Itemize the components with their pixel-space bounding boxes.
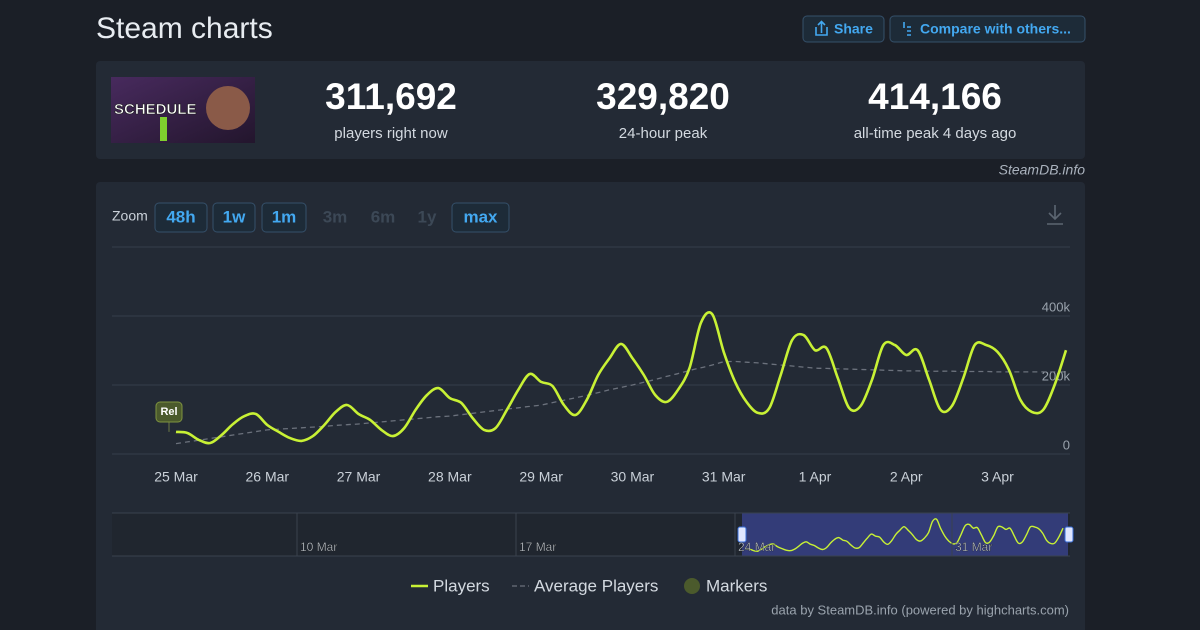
stat-value: 414,166: [868, 76, 1002, 117]
zoom-button[interactable]: max: [451, 202, 510, 233]
compare-button-frame[interactable]: [889, 15, 1086, 43]
zoom-button-label: 3m: [323, 207, 348, 226]
legend-item[interactable]: Markers: [684, 576, 767, 595]
zoom-button-label[interactable]: 1m: [272, 207, 297, 226]
marker-flag: [155, 401, 183, 423]
zoom-button-label[interactable]: 48h: [166, 207, 195, 226]
zoom-button[interactable]: 1w: [212, 202, 256, 233]
source-label: SteamDB.info: [999, 162, 1086, 178]
legend-marker-swatch[interactable]: [684, 578, 700, 594]
zoom-button-frame[interactable]: [451, 202, 510, 233]
share-icon: [815, 20, 828, 36]
chart-panel: [96, 182, 1085, 630]
zoom-button-label[interactable]: 1w: [223, 207, 246, 226]
y-tick-label: 400k: [1042, 299, 1071, 314]
zoom-button[interactable]: 1m: [261, 202, 307, 233]
share-button[interactable]: Share: [802, 15, 885, 43]
compare-button[interactable]: Compare with others...: [889, 15, 1086, 43]
thumbnail-character: [206, 86, 250, 130]
zoom-button-frame[interactable]: [261, 202, 307, 233]
navigator-handle-left[interactable]: [737, 526, 747, 543]
navigator-label: 17 Mar: [519, 540, 556, 554]
compare-label[interactable]: Compare with others...: [920, 21, 1071, 37]
stat-value: 329,820: [596, 76, 730, 117]
x-tick-label: 26 Mar: [245, 469, 289, 485]
zoom-button-frame[interactable]: [154, 202, 208, 233]
zoom-label: Zoom: [112, 208, 148, 224]
zoom-button-frame[interactable]: [212, 202, 256, 233]
series-line: [175, 360, 1066, 445]
legend-item[interactable]: Average Players: [512, 576, 658, 595]
x-tick-label: 25 Mar: [154, 469, 198, 485]
x-tick-label: 27 Mar: [337, 469, 381, 485]
legend-label[interactable]: Players: [433, 576, 490, 595]
game-thumbnail: SCHEDULE: [111, 77, 255, 143]
zoom-button-label: 1y: [418, 207, 437, 226]
zoom-button: 1y: [418, 207, 437, 226]
zoom-button: 6m: [371, 207, 396, 226]
download-icon[interactable]: [1047, 205, 1063, 225]
summary-panel: [96, 61, 1085, 159]
x-tick-label: 30 Mar: [611, 469, 655, 485]
legend-label[interactable]: Average Players: [534, 576, 658, 595]
share-label[interactable]: Share: [834, 21, 873, 37]
navigator-label: 24 Mar: [738, 540, 775, 554]
marker-label: Rel: [160, 406, 177, 418]
thumbnail-text: SCHEDULE: [114, 101, 197, 118]
zoom-button-label[interactable]: max: [463, 207, 498, 226]
thumbnail-pillar: [160, 117, 167, 141]
zoom-button-label: 6m: [371, 207, 396, 226]
zoom-button[interactable]: 48h: [154, 202, 208, 233]
series-line: [175, 311, 1068, 445]
navigator-handle-right[interactable]: [1064, 526, 1074, 543]
x-tick-label: 28 Mar: [428, 469, 472, 485]
navigator-line: [744, 518, 1064, 553]
navigator-label: 10 Mar: [300, 540, 337, 554]
navigator-label: 31 Mar: [955, 540, 992, 554]
stat-label: 24-hour peak: [619, 125, 708, 142]
x-tick-label: 1 Apr: [799, 469, 832, 485]
stat-label: players right now: [334, 125, 448, 142]
y-tick-label: 0: [1063, 437, 1070, 452]
credits[interactable]: data by SteamDB.info (powered by highcha…: [771, 602, 1069, 617]
legend-label[interactable]: Markers: [706, 576, 767, 595]
stat-label: all-time peak 4 days ago: [854, 125, 1017, 142]
compare-icon: [903, 22, 911, 36]
x-tick-label: 29 Mar: [519, 469, 563, 485]
legend-item[interactable]: Players: [411, 576, 490, 595]
x-tick-label: 2 Apr: [890, 469, 923, 485]
zoom-button: 3m: [323, 207, 348, 226]
page-title: Steam charts: [96, 12, 273, 45]
x-tick-label: 31 Mar: [702, 469, 746, 485]
navigator-selection[interactable]: [742, 513, 1068, 556]
stat-value: 311,692: [325, 76, 457, 117]
x-tick-label: 3 Apr: [981, 469, 1014, 485]
